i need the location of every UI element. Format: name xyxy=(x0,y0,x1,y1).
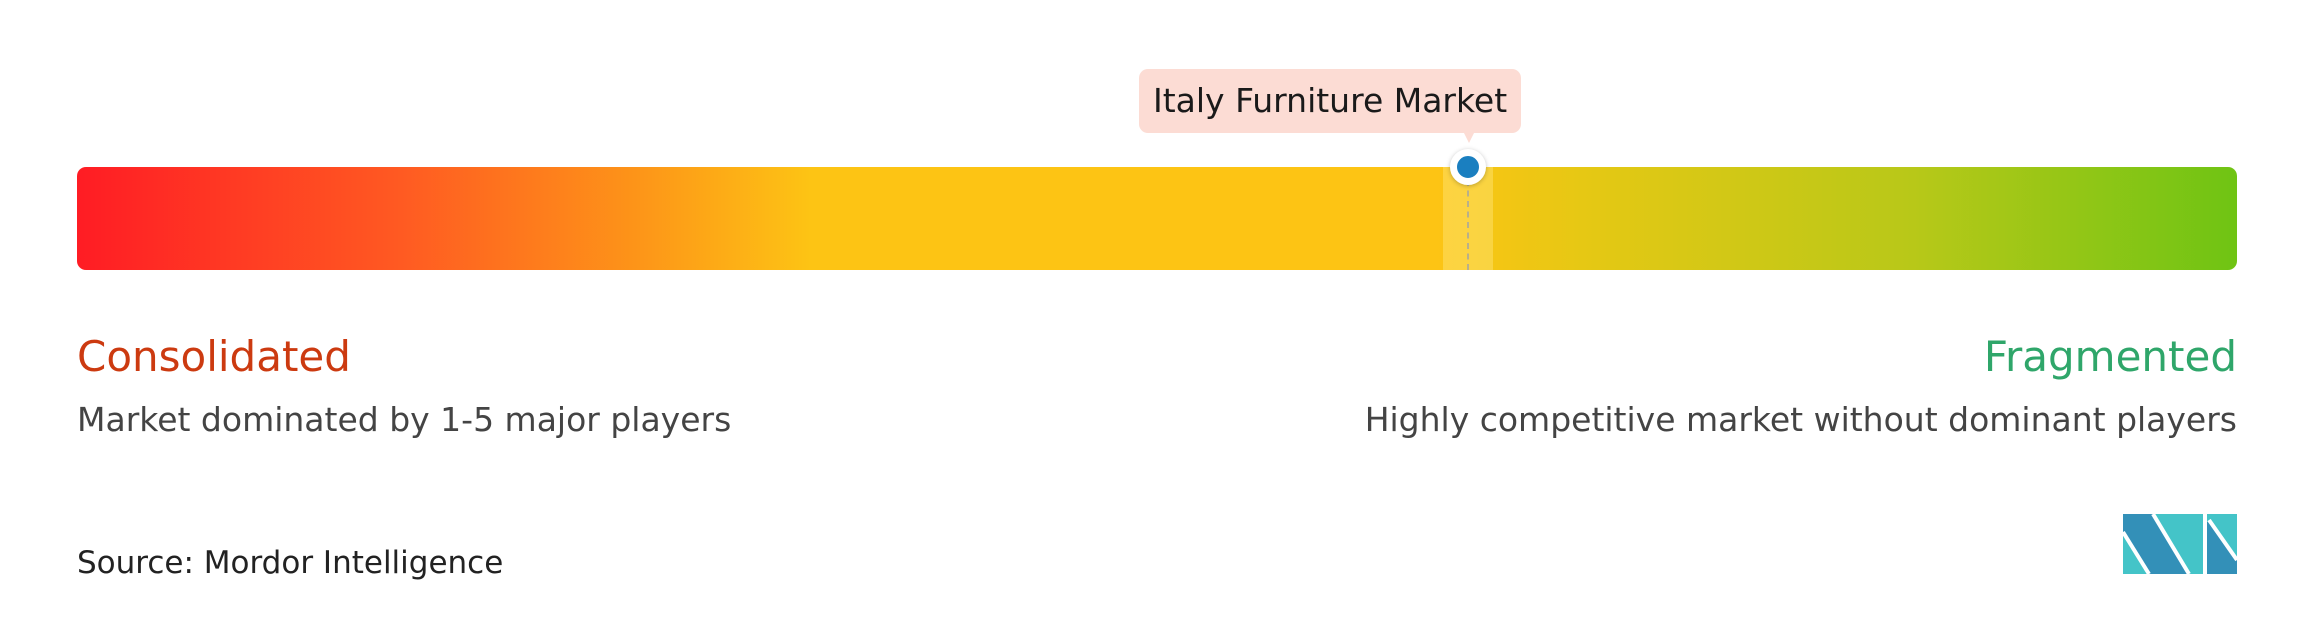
market-label: Italy Furniture Market xyxy=(1153,81,1508,120)
market-label-tooltip: Italy Furniture Market xyxy=(1139,69,1522,143)
consolidated-description: Market dominated by 1-5 major players xyxy=(77,400,732,439)
source-note: Source: Mordor Intelligence xyxy=(77,545,504,581)
market-position-marker xyxy=(1450,149,1487,185)
marker-dashed-line xyxy=(1467,180,1470,270)
concentration-gradient-bar xyxy=(77,167,2237,270)
fragmented-description: Highly competitive market without domina… xyxy=(1364,400,2237,439)
fragmented-title: Fragmented xyxy=(1983,332,2237,381)
mordor-intelligence-logo xyxy=(2123,514,2239,576)
consolidated-title: Consolidated xyxy=(77,332,351,381)
